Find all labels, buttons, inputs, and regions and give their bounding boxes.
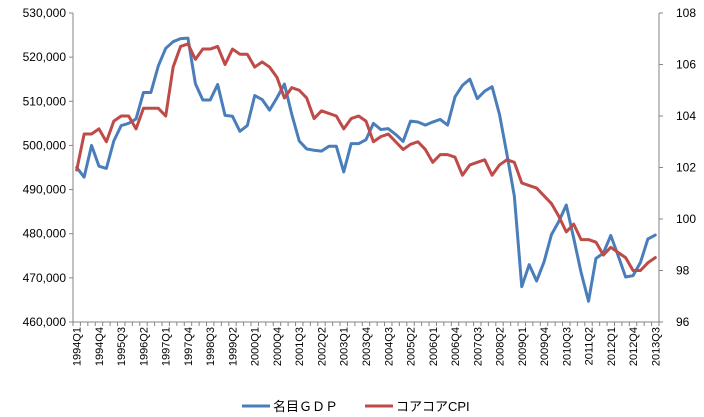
x-tick-label: 2000Q4 [272,327,284,366]
left-y-tick-label: 520,000 [23,50,67,64]
left-y-tick-label: 530,000 [23,6,67,20]
x-tick-label: 2011Q2 [584,327,596,365]
right-y-tick-label: 100 [676,212,696,226]
x-tick-label: 2003Q1 [339,327,351,366]
x-tick-label: 1998Q3 [205,327,217,366]
series-line-cpi [75,42,657,272]
left-y-tick-label: 460,000 [23,315,67,329]
legend-label-cpi: コアコアCPI [396,399,470,414]
x-tick-label: 2012Q4 [628,327,640,366]
x-tick-label: 2012Q1 [606,327,618,366]
right-y-tick-label: 106 [676,58,696,72]
x-tick-label: 2009Q4 [539,327,551,366]
left-y-tick-label: 500,000 [23,138,67,152]
right-y-tick-label: 104 [676,109,696,123]
x-tick-label: 2010Q3 [561,327,573,366]
left-y-tick-label: 510,000 [23,94,67,108]
x-tick-label: 2006Q4 [450,327,462,366]
x-tick-label: 1994Q1 [72,327,84,366]
x-tick-label: 1999Q2 [227,327,239,366]
right-y-tick-label: 96 [676,315,690,329]
x-tick-label: 1996Q2 [138,327,150,366]
legend-label-gdp: 名目ＧＤＰ [273,399,338,414]
right-y-tick-label: 108 [676,6,696,20]
series-line-gdp [75,36,657,303]
x-tick-label: 1995Q3 [116,327,128,366]
right-y-tick-label: 98 [676,264,690,278]
x-tick-label: 2003Q4 [361,327,373,366]
left-y-tick-label: 480,000 [23,227,67,241]
x-tick-label: 2006Q1 [428,327,440,366]
left-y-tick-label: 470,000 [23,271,67,285]
x-tick-label: 2013Q3 [650,327,662,366]
x-tick-label: 2004Q3 [383,327,395,366]
x-tick-label: 1997Q1 [161,327,173,366]
series-lines [75,36,657,303]
x-tick-label: 2001Q3 [294,327,306,366]
x-tick-label: 2009Q1 [517,327,529,366]
left-y-axis: 460,000 470,000 480,000 490,000 500,000 510,0… [23,6,73,329]
x-tick-label: 2002Q2 [316,327,328,366]
x-tick-label: 2007Q3 [472,327,484,366]
legend: 名目ＧＤＰ コアコアCPI [242,399,470,414]
x-tick-label: 1994Q4 [94,327,106,366]
right-y-axis: 96 98 100 102 104 106 108 [659,6,696,329]
x-tick-label: 1997Q4 [183,327,195,366]
x-tick-label: 2000Q1 [250,327,262,366]
x-tick-label: 2005Q2 [406,327,418,366]
x-axis: 1994Q1 1994Q4 1995Q3 1996Q2 1997Q1 1997Q4 1998… [72,322,662,366]
left-y-tick-label: 490,000 [23,183,67,197]
x-tick-label: 2008Q2 [495,327,507,366]
right-y-tick-label: 102 [676,161,696,175]
